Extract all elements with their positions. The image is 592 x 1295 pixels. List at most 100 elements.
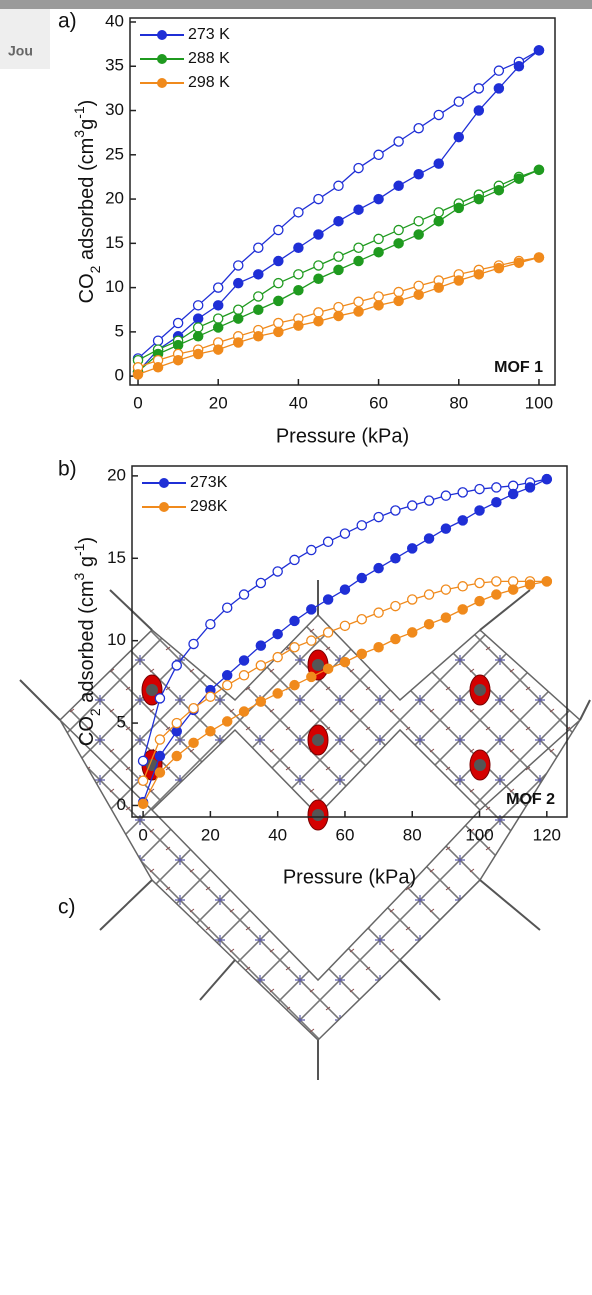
x-tick-label: 60 — [369, 393, 388, 412]
y-axis-label: CO2 adsorbed (cm3 g-1) — [71, 537, 103, 746]
adsorption-point — [373, 562, 384, 574]
adsorption-point — [474, 505, 485, 516]
adsorption-point — [272, 628, 283, 640]
adsorption-point — [293, 242, 304, 254]
adsorption-point — [339, 656, 351, 668]
adsorption-point — [233, 313, 244, 324]
y-axis-label-part: 3 — [71, 130, 87, 138]
adsorption-point — [453, 275, 465, 286]
x-tick-label: 100 — [525, 393, 553, 412]
desorption-point — [192, 322, 204, 333]
adsorption-point — [353, 306, 364, 317]
adsorption-point — [493, 262, 505, 274]
legend-marker — [157, 78, 167, 88]
adsorption-point — [192, 313, 204, 324]
legend-label: 288 K — [188, 50, 230, 67]
desorption-point — [393, 136, 404, 147]
x-tick-label: 120 — [533, 825, 561, 844]
desorption-point — [238, 670, 250, 681]
adsorption-point — [233, 277, 244, 289]
adsorption-point — [356, 648, 368, 660]
desorption-point — [273, 317, 284, 329]
desorption-point — [433, 109, 444, 121]
desorption-point — [390, 600, 401, 612]
y-axis-label-part: 2 — [87, 265, 103, 273]
adsorption-point — [473, 193, 485, 205]
adsorption-point — [373, 246, 384, 258]
desorption-point — [491, 482, 502, 493]
adsorption-point — [339, 584, 351, 595]
y-tick-label: 0 — [117, 795, 126, 814]
desorption-point — [233, 304, 244, 315]
y-axis-label-part: 3 — [71, 572, 87, 580]
adsorption-point — [154, 750, 166, 762]
adsorption-point — [253, 269, 264, 280]
adsorption-point — [423, 533, 435, 544]
adsorption-point — [473, 269, 485, 280]
desorption-point — [413, 280, 424, 292]
desorption-point — [255, 660, 267, 671]
y-tick-label: 25 — [105, 144, 124, 163]
desorption-point — [433, 207, 444, 218]
desorption-point — [373, 511, 384, 523]
adsorption-point — [373, 193, 384, 205]
desorption-point — [172, 317, 184, 329]
x-tick-label: 60 — [335, 825, 354, 844]
adsorption-point — [353, 204, 364, 215]
adsorption-point — [473, 105, 485, 116]
plot-frame — [129, 17, 556, 386]
adsorption-point — [457, 604, 468, 615]
adsorption-point — [192, 331, 204, 342]
adsorption-point — [172, 354, 184, 366]
desorption-point — [313, 307, 324, 318]
desorption-point — [313, 260, 324, 271]
y-axis-label-part: g — [76, 119, 98, 130]
desorption-point — [457, 487, 468, 498]
desorption-point — [353, 296, 364, 308]
adsorption-point — [513, 173, 525, 184]
desorption-point — [457, 581, 468, 592]
adsorption-point — [272, 688, 283, 699]
adsorption-point — [172, 339, 184, 351]
desorption-point — [289, 642, 300, 653]
y-axis-label-part: CO — [76, 716, 98, 746]
annotation: MOF 2 — [506, 791, 555, 808]
desorption-point — [253, 291, 264, 302]
annotation: MOF 1 — [494, 359, 543, 376]
adsorption-point — [453, 202, 465, 214]
desorption-point — [406, 594, 418, 605]
adsorption-point — [154, 767, 166, 778]
desorption-point — [212, 313, 224, 324]
adsorption-point — [433, 215, 444, 227]
desorption-point — [313, 193, 324, 205]
y-tick-label: 15 — [107, 548, 126, 567]
y-axis-label-part: ) — [76, 100, 98, 107]
adsorption-point — [423, 618, 435, 630]
desorption-point — [353, 162, 364, 174]
adsorption-point — [406, 627, 418, 638]
desorption-point — [273, 224, 284, 236]
desorption-point — [393, 224, 404, 236]
desorption-point — [306, 544, 317, 556]
desorption-point — [238, 589, 250, 600]
y-axis-label-part: ) — [76, 537, 98, 544]
y-tick-label: 5 — [115, 321, 124, 340]
desorption-point — [188, 638, 199, 650]
adsorption-point — [356, 572, 368, 584]
desorption-point — [154, 734, 166, 745]
desorption-point — [373, 291, 384, 302]
adsorption-point — [440, 523, 452, 534]
header-fragment: Jou — [8, 43, 33, 59]
y-tick-label: 30 — [105, 100, 124, 119]
adsorption-point — [306, 671, 317, 683]
adsorption-point — [313, 229, 324, 240]
adsorption-point — [137, 798, 149, 810]
desorption-point — [289, 554, 300, 566]
y-axis-label-part: -1 — [71, 106, 87, 119]
header-bar — [0, 0, 592, 9]
y-tick-label: 5 — [117, 713, 126, 732]
y-axis-label-part: -1 — [71, 543, 87, 556]
adsorption-point — [493, 184, 505, 196]
adsorption-point — [212, 300, 224, 311]
